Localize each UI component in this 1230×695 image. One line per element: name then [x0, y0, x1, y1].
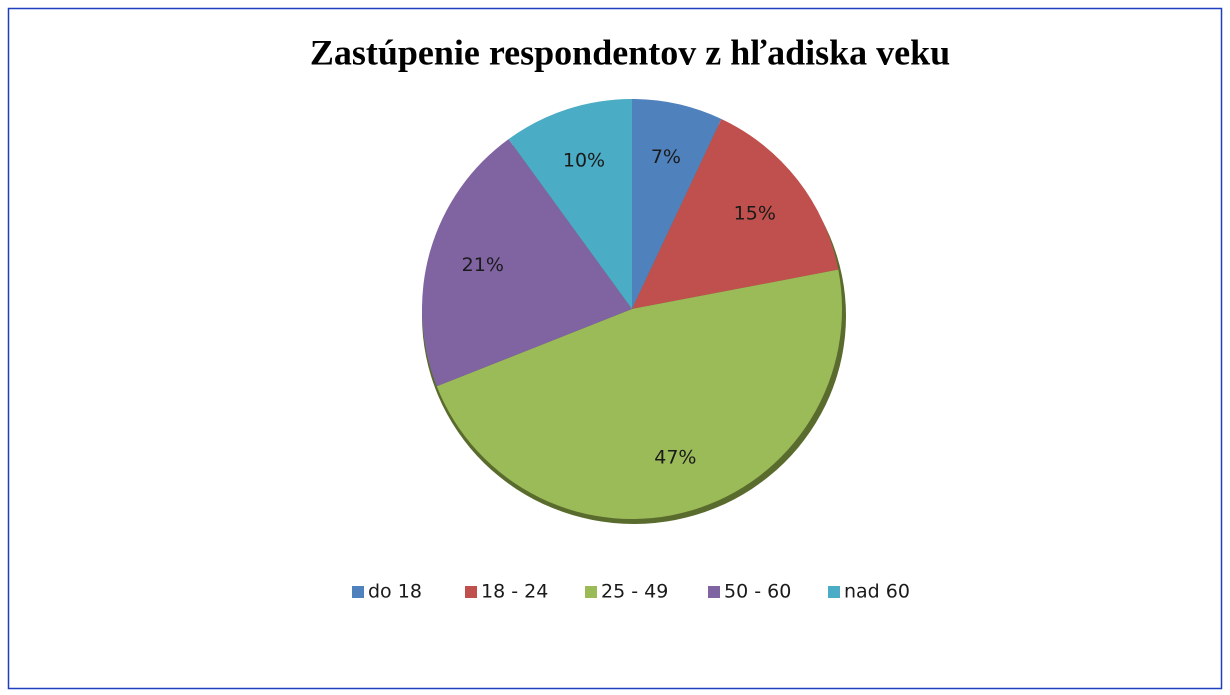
pie-slice	[436, 269, 842, 520]
data-label: 15%	[734, 202, 776, 224]
pie-slice	[508, 99, 632, 309]
data-label: 47%	[654, 447, 696, 469]
legend-swatch	[352, 586, 364, 598]
legend-label: do 18	[368, 581, 422, 603]
pie-slice	[632, 99, 722, 309]
data-label: 21%	[462, 254, 504, 276]
data-label: 7%	[651, 146, 681, 168]
legend-label: 50 - 60	[724, 581, 791, 603]
legend-swatch	[465, 586, 477, 598]
data-label: 10%	[563, 150, 605, 172]
pie-slice	[422, 139, 632, 387]
legend-swatch	[585, 586, 597, 598]
chart-title: Zastúpenie respondentov z hľadiska veku	[310, 32, 950, 72]
pie-slice	[632, 118, 839, 309]
legend-swatch	[828, 586, 840, 598]
legend-label: 18 - 24	[481, 581, 548, 603]
legend-label: 25 - 49	[601, 581, 668, 603]
legend-swatch	[708, 586, 720, 598]
legend-label: nad 60	[844, 581, 910, 603]
